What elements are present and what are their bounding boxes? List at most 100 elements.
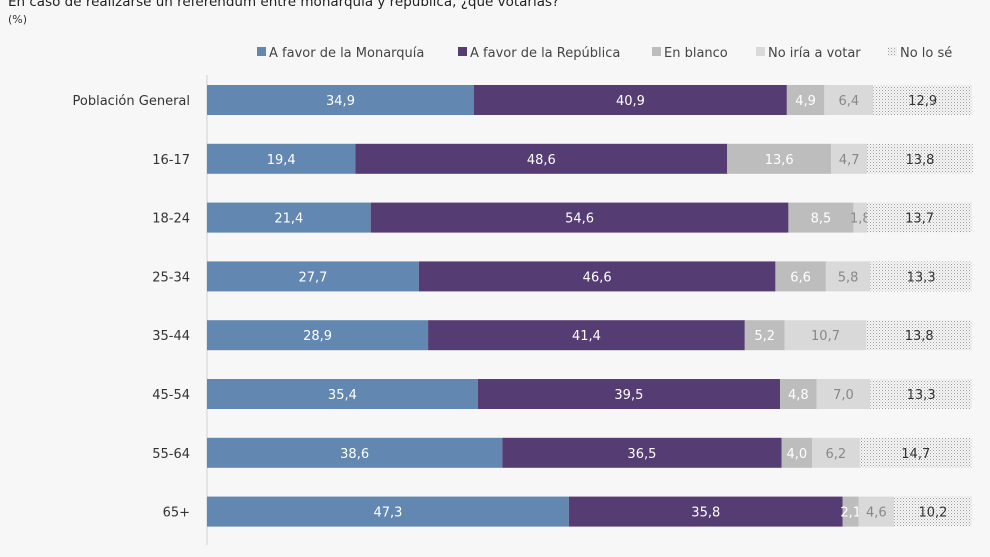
bar-segment	[816, 379, 871, 409]
category-label: 55-64	[152, 447, 190, 462]
bar-segment	[824, 85, 874, 115]
legend-swatch	[888, 47, 897, 56]
legend-label: A favor de la Monarquía	[269, 46, 424, 61]
bar-segment	[207, 261, 419, 292]
data-label: 21,4	[274, 212, 303, 227]
legend-label: No lo sé	[900, 46, 952, 61]
bar-segment	[812, 437, 860, 468]
data-label: 4,0	[786, 447, 807, 462]
data-label: 10,2	[919, 506, 948, 521]
data-label: 13,8	[905, 329, 934, 344]
data-label: 4,8	[788, 388, 809, 403]
data-label: 13,3	[907, 388, 936, 403]
data-label: 39,5	[614, 388, 643, 403]
bar-segment	[418, 261, 776, 292]
bar-segment	[825, 261, 871, 292]
chart-subtitle: (%)	[8, 13, 28, 26]
data-label: 38,6	[340, 447, 369, 462]
data-label: 1,8	[850, 212, 871, 227]
data-label: 6,4	[838, 94, 859, 109]
bar-segment	[477, 379, 780, 409]
bar-segment	[893, 496, 972, 527]
bar-segment	[355, 143, 728, 174]
bar-segment	[779, 379, 817, 409]
data-label: 34,9	[326, 94, 355, 109]
bar-segment	[831, 143, 868, 174]
data-label: 35,4	[328, 388, 357, 403]
data-label: 14,7	[901, 447, 930, 462]
data-label: 13,7	[905, 212, 934, 227]
bar-segment	[502, 437, 782, 468]
bar-segment	[786, 85, 825, 115]
bar-segment	[788, 202, 854, 233]
data-label: 7,0	[833, 388, 854, 403]
data-label: 27,7	[298, 270, 327, 285]
data-label: 4,9	[795, 94, 816, 109]
bar-segment	[781, 437, 813, 468]
data-label: 8,5	[811, 212, 832, 227]
data-label: 4,6	[866, 506, 887, 521]
data-label: 48,6	[527, 153, 556, 168]
bar-segment	[870, 379, 972, 409]
bar-segment	[207, 143, 356, 174]
data-label: 46,6	[583, 270, 612, 285]
category-label: 25-34	[152, 270, 190, 285]
bar-segment	[859, 437, 972, 468]
data-label: 40,9	[616, 94, 645, 109]
data-label: 4,7	[839, 153, 860, 168]
legend: A favor de la Monarquía A favor de la Rep…	[257, 46, 952, 61]
category-label: 45-54	[152, 388, 190, 403]
bar-segment	[775, 261, 826, 292]
bar-segment	[207, 202, 371, 233]
bar-segment	[858, 496, 894, 527]
category-label: Población General	[73, 94, 190, 109]
bar-segment	[207, 85, 474, 115]
category-label: 65+	[163, 506, 190, 521]
legend-label: A favor de la República	[470, 46, 620, 61]
data-label: 12,9	[908, 94, 937, 109]
bar-segment	[370, 202, 789, 233]
bar-segment	[207, 379, 478, 409]
data-label: 10,7	[811, 329, 840, 344]
chart-title: En caso de realizarse un referéndum entr…	[8, 0, 560, 10]
bar-segment	[842, 496, 859, 527]
bar-segment	[866, 320, 972, 351]
data-label: 6,2	[825, 447, 846, 462]
bar-segment	[867, 202, 972, 233]
data-label: 6,6	[790, 270, 811, 285]
data-label: 13,3	[907, 270, 936, 285]
data-label: 28,9	[303, 329, 332, 344]
data-label: 5,8	[838, 270, 859, 285]
bar-segment	[784, 320, 867, 351]
bar-segment	[873, 85, 972, 115]
bar-segment	[207, 496, 569, 527]
bar-segment	[727, 143, 832, 174]
data-label: 35,8	[691, 506, 720, 521]
bar-segment	[744, 320, 785, 351]
bar-segment	[568, 496, 843, 527]
bar-segment	[207, 320, 429, 351]
legend-swatch	[458, 47, 467, 56]
bar-segment	[207, 437, 503, 468]
data-label: 2,1	[840, 506, 861, 521]
data-label: 5,2	[754, 329, 775, 344]
legend-swatch	[756, 47, 765, 56]
data-label: 13,8	[906, 153, 935, 168]
legend-label: No iría a votar	[768, 46, 861, 61]
data-label: 13,6	[765, 153, 794, 168]
data-label: 19,4	[267, 153, 296, 168]
legend-swatch	[257, 47, 266, 56]
category-label: 18-24	[152, 212, 190, 227]
category-label: 16-17	[152, 153, 190, 168]
legend-swatch	[652, 47, 661, 56]
legend-label: En blanco	[664, 46, 728, 61]
bar-segment	[853, 202, 868, 233]
bar-segment	[870, 261, 972, 292]
data-label: 54,6	[565, 212, 594, 227]
bar-segment	[428, 320, 745, 351]
bar-segment	[473, 85, 787, 115]
data-label: 36,5	[627, 447, 656, 462]
category-label: 35-44	[152, 329, 190, 344]
bar-segment	[867, 143, 973, 174]
